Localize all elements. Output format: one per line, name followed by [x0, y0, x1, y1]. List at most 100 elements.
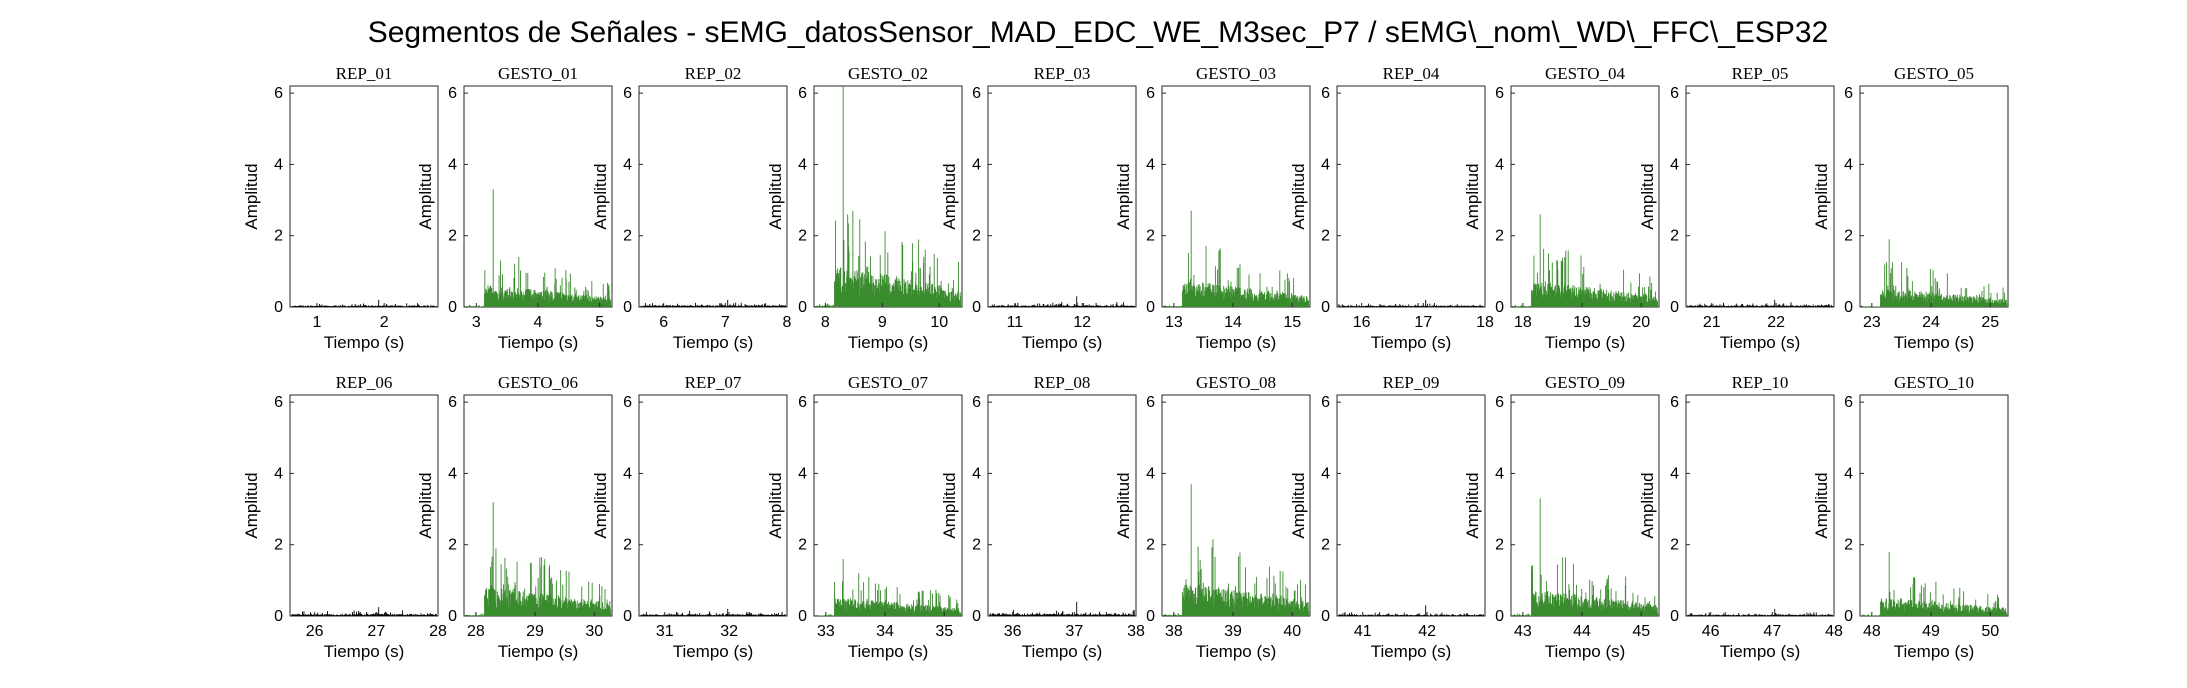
subplot-title: REP_06 — [336, 373, 393, 392]
x-tick-label: 25 — [1981, 314, 1999, 331]
signal-series — [989, 296, 1135, 307]
subplot-title: REP_04 — [1383, 64, 1440, 83]
y-tick-label: 0 — [1495, 299, 1504, 316]
y-tick-label: 6 — [972, 394, 981, 411]
subplot-title: GESTO_08 — [1196, 373, 1276, 392]
y-tick-label: 2 — [1321, 537, 1330, 554]
y-tick-label: 0 — [798, 608, 807, 625]
y-tick-label: 2 — [1670, 537, 1679, 554]
subplot-gesto-01: 0 2 4 6 3 4 5 GESTO_01 Tiempo (s) Amplitud — [416, 64, 613, 352]
subplot-title: GESTO_09 — [1545, 373, 1625, 392]
subplot-title: GESTO_05 — [1894, 64, 1974, 83]
subplot-rep-05: 0 2 4 6 21 22 REP_05 Tiempo (s) Amplitud — [1638, 64, 1835, 352]
subplot-rep-06: 0 2 4 6 26 27 28 REP_06 Tiempo (s) Amplitud — [242, 373, 447, 661]
x-axis-label: Tiempo (s) — [1371, 642, 1452, 661]
y-tick-label: 6 — [1670, 394, 1679, 411]
subplot-rep-08: 0 2 4 6 36 37 38 REP_08 Tiempo (s) Amplitud — [940, 373, 1145, 661]
y-axis-label: Amplitud — [766, 163, 785, 229]
x-tick-label: 45 — [1632, 623, 1650, 640]
x-tick-label: 32 — [720, 623, 738, 640]
subplot-title: GESTO_10 — [1894, 373, 1974, 392]
subplot-rep-03: 0 2 4 6 11 12 REP_03 Tiempo (s) Amplitud — [940, 64, 1137, 352]
y-tick-label: 4 — [798, 156, 807, 173]
x-axis-label: Tiempo (s) — [1022, 642, 1103, 661]
y-tick-label: 4 — [1844, 156, 1853, 173]
y-tick-label: 6 — [274, 394, 283, 411]
y-tick-label: 2 — [1844, 537, 1853, 554]
y-tick-label: 0 — [623, 299, 632, 316]
x-axis-label: Tiempo (s) — [1196, 333, 1277, 352]
y-tick-label: 2 — [1495, 537, 1504, 554]
subplot-title: GESTO_02 — [848, 64, 928, 83]
subplot-gesto-02: 0 2 4 6 8 9 10 GESTO_02 Tiempo (s) Amplitud — [766, 64, 963, 352]
y-tick-label: 0 — [274, 608, 283, 625]
x-axis-label: Tiempo (s) — [1720, 642, 1801, 661]
x-tick-label: 35 — [935, 623, 953, 640]
x-tick-label: 8 — [783, 314, 792, 331]
x-tick-label: 39 — [1224, 623, 1242, 640]
x-tick-label: 48 — [1863, 623, 1881, 640]
x-tick-label: 41 — [1354, 623, 1372, 640]
subplot-title: GESTO_07 — [848, 373, 928, 392]
subplot-title: REP_07 — [685, 373, 742, 392]
y-tick-label: 0 — [1146, 299, 1155, 316]
y-tick-label: 6 — [798, 394, 807, 411]
y-axis-label: Amplitud — [591, 472, 610, 538]
plot-area — [1685, 85, 1835, 308]
y-tick-label: 4 — [1321, 156, 1330, 173]
y-tick-label: 6 — [1670, 85, 1679, 102]
subplot-title: GESTO_04 — [1545, 64, 1625, 83]
y-axis-label: Amplitud — [1114, 472, 1133, 538]
subplot-gesto-04: 0 2 4 6 18 19 20 GESTO_04 Tiempo (s) Amplitud — [1463, 64, 1660, 352]
x-tick-label: 33 — [817, 623, 835, 640]
y-tick-label: 0 — [274, 299, 283, 316]
y-axis-label: Amplitud — [766, 472, 785, 538]
plot-area — [638, 85, 788, 308]
x-tick-label: 18 — [1514, 314, 1532, 331]
plot-area — [289, 85, 439, 308]
y-tick-label: 4 — [972, 465, 981, 482]
x-tick-label: 31 — [656, 623, 674, 640]
x-axis-label: Tiempo (s) — [673, 333, 754, 352]
y-tick-label: 4 — [448, 156, 457, 173]
y-tick-label: 4 — [274, 465, 283, 482]
y-tick-label: 0 — [1495, 608, 1504, 625]
x-axis-label: Tiempo (s) — [673, 642, 754, 661]
subplot-title: REP_01 — [336, 64, 393, 83]
x-tick-label: 49 — [1922, 623, 1940, 640]
x-tick-label: 24 — [1922, 314, 1940, 331]
y-tick-label: 2 — [1495, 228, 1504, 245]
y-tick-label: 0 — [1321, 608, 1330, 625]
x-tick-label: 47 — [1763, 623, 1781, 640]
x-tick-label: 16 — [1353, 314, 1371, 331]
subplot-gesto-08: 0 2 4 6 38 39 40 GESTO_08 Tiempo (s) Amplitud — [1114, 373, 1311, 661]
x-axis-label: Tiempo (s) — [324, 333, 405, 352]
y-tick-label: 0 — [1670, 608, 1679, 625]
y-tick-label: 2 — [1146, 537, 1155, 554]
y-tick-label: 4 — [274, 156, 283, 173]
y-tick-label: 0 — [1321, 299, 1330, 316]
subplot-rep-04: 0 2 4 6 16 17 18 REP_04 Tiempo (s) Amplitud — [1289, 64, 1494, 352]
x-tick-label: 42 — [1418, 623, 1436, 640]
x-axis-label: Tiempo (s) — [1545, 333, 1626, 352]
plot-area — [1859, 394, 2009, 617]
x-tick-label: 38 — [1165, 623, 1183, 640]
plot-area — [1685, 394, 1835, 617]
y-tick-label: 0 — [972, 299, 981, 316]
x-tick-label: 19 — [1573, 314, 1591, 331]
y-tick-label: 6 — [623, 85, 632, 102]
y-tick-label: 2 — [1321, 228, 1330, 245]
y-tick-label: 2 — [448, 537, 457, 554]
y-tick-label: 2 — [274, 228, 283, 245]
y-tick-label: 4 — [1670, 156, 1679, 173]
signal-series — [291, 607, 437, 616]
plot-area — [1510, 394, 1660, 617]
x-axis-label: Tiempo (s) — [848, 642, 929, 661]
x-tick-label: 29 — [526, 623, 544, 640]
x-tick-label: 21 — [1703, 314, 1721, 331]
subplot-gesto-06: 0 2 4 6 28 29 30 GESTO_06 Tiempo (s) Amplitud — [416, 373, 613, 661]
x-axis-label: Tiempo (s) — [1720, 333, 1801, 352]
